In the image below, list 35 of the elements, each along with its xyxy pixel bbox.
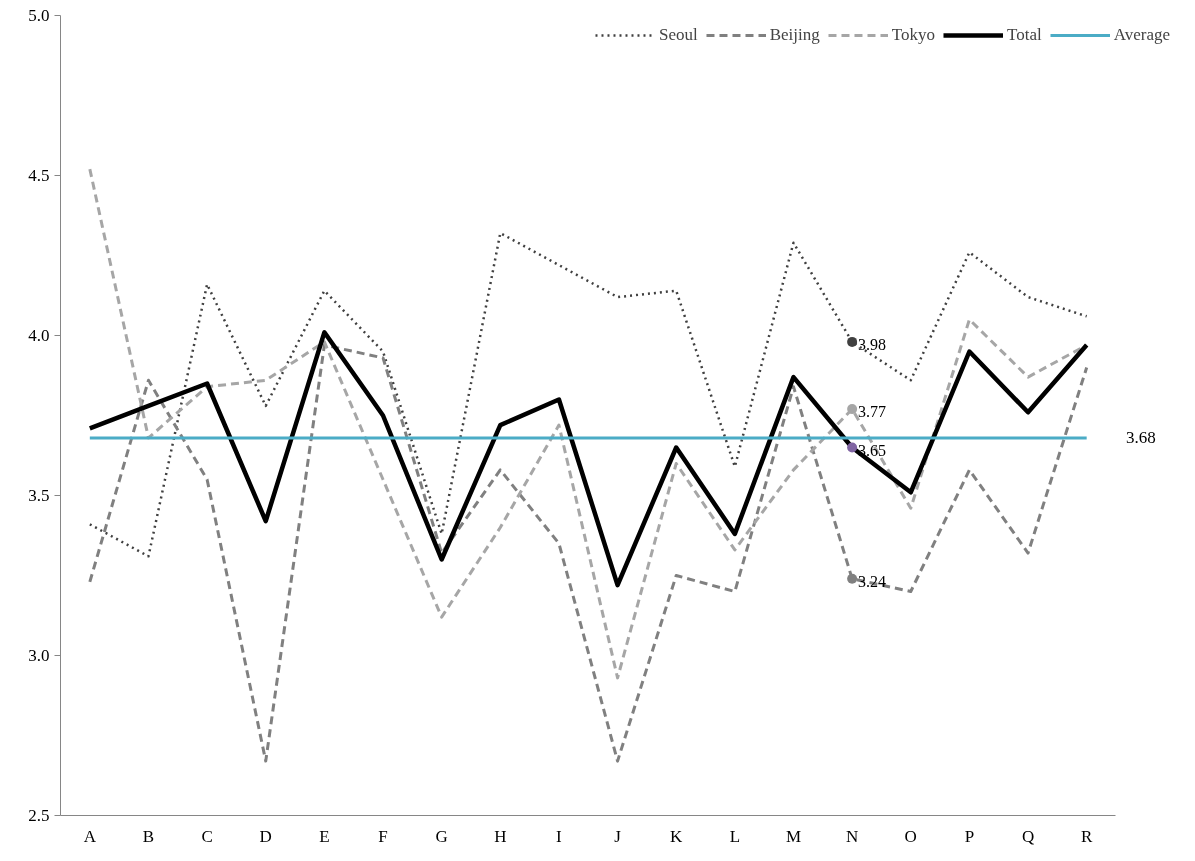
annotation: 3.68 <box>1126 428 1156 448</box>
y-tick-label: 4.5 <box>28 166 50 185</box>
x-tick-label: P <box>964 826 975 846</box>
x-tick-label: H <box>494 826 507 846</box>
y-tick-label: 3.5 <box>28 486 50 505</box>
x-tick-label: N <box>845 826 859 846</box>
y-tick-label: 5.0 <box>28 6 50 25</box>
y-tick-label: 3.0 <box>28 646 50 665</box>
legend-label: Beijing <box>769 25 820 45</box>
x-tick-label: M <box>785 826 802 846</box>
line-series <box>87 330 1089 588</box>
x-tick-label: F <box>378 826 388 846</box>
y-tick-label: 2.5 <box>28 806 50 825</box>
x-tick-label: I <box>556 826 563 846</box>
line-series <box>88 231 1088 558</box>
x-tick-label: R <box>1081 826 1094 846</box>
data-label: 3.24 <box>858 572 887 590</box>
x-tick-label: D <box>259 826 272 846</box>
x-tick-label: C <box>201 826 213 846</box>
x-tick-label: J <box>614 826 622 846</box>
x-tick-label: K <box>670 826 684 846</box>
legend-label: Tokyo <box>891 25 935 45</box>
x-tick-label: O <box>904 826 917 846</box>
legend-label: Seoul <box>658 25 698 45</box>
x-tick-label: Q <box>1021 826 1035 846</box>
x-tick-label: G <box>435 826 448 846</box>
data-label: 3.77 <box>858 403 887 421</box>
y-tick-label: 4.0 <box>28 326 50 345</box>
x-tick-label: L <box>729 826 741 846</box>
x-tick-label: B <box>142 826 155 846</box>
data-label: 3.98 <box>858 335 887 353</box>
legend-label: Average <box>1113 25 1170 45</box>
x-tick-label: E <box>319 826 330 846</box>
legend-label: Total <box>1006 25 1042 45</box>
x-tick-label: A <box>83 826 97 846</box>
